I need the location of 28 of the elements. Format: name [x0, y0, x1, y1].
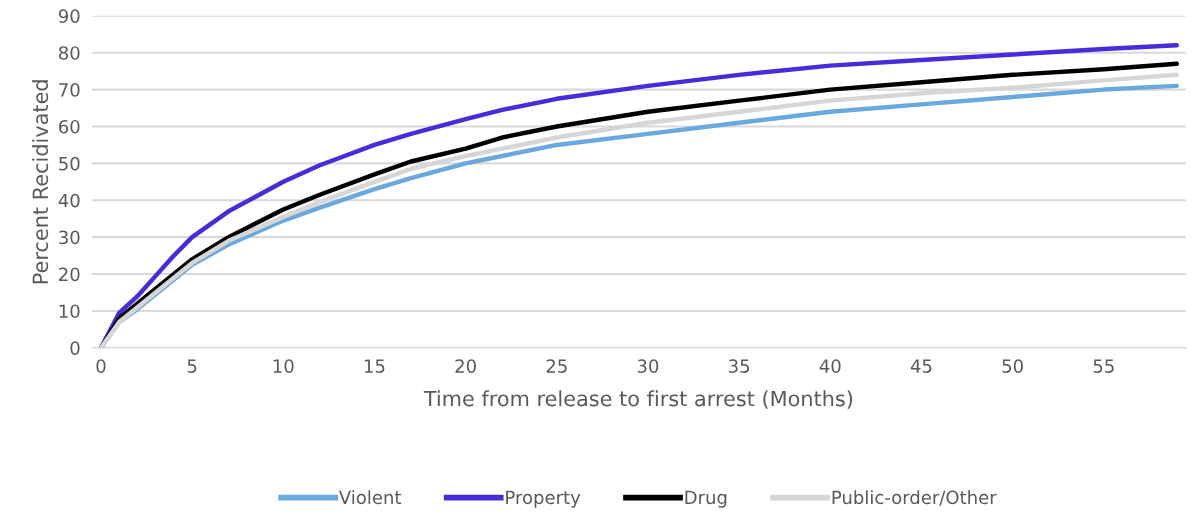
y-tick-label: 80: [59, 46, 80, 60]
y-tick-label: 60: [59, 119, 80, 134]
y-tick-label: 90: [58, 9, 80, 23]
x-tick-label: 0: [96, 359, 106, 373]
x-tick-label: 15: [364, 359, 385, 373]
y-tick-label: 0: [70, 341, 80, 355]
x-tick-label: 50: [1002, 359, 1023, 373]
x-tick-label: 25: [546, 359, 567, 373]
y-tick-label: 20: [59, 267, 80, 282]
x-tick-label: 10: [273, 359, 294, 373]
x-tick-label: 5: [187, 359, 197, 373]
legend-label: Violent: [338, 490, 402, 505]
y-tick-label: 70: [59, 83, 80, 97]
legend-label: Drug: [685, 490, 727, 508]
x-axis-title: Time from release to first arrest (Months): [423, 390, 853, 409]
x-tick-label: 45: [910, 359, 932, 373]
legend-label: Property: [506, 490, 581, 508]
y-tick-label: 10: [59, 304, 80, 319]
y-tick-label: 40: [58, 193, 80, 208]
y-tick-label: 50: [59, 156, 80, 171]
x-tick-label: 40: [819, 359, 841, 373]
y-tick-label: 30: [59, 230, 80, 245]
y-axis-title: Percent Recidivated: [32, 80, 49, 284]
x-tick-label: 35: [729, 359, 750, 373]
x-tick-label: 30: [637, 359, 659, 373]
x-tick-label: 55: [1093, 359, 1114, 373]
x-tick-label: 20: [455, 359, 476, 373]
legend-label: Public-order/Other: [832, 490, 997, 506]
